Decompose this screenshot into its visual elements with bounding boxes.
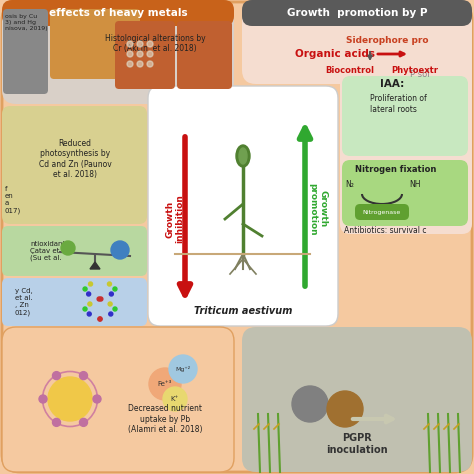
FancyBboxPatch shape [50, 9, 140, 79]
FancyBboxPatch shape [242, 0, 472, 26]
Circle shape [149, 368, 181, 400]
Circle shape [108, 302, 112, 306]
FancyBboxPatch shape [342, 76, 468, 156]
Text: Nitrogenase: Nitrogenase [363, 210, 401, 215]
Text: Mg⁺²: Mg⁺² [175, 366, 191, 372]
FancyBboxPatch shape [340, 34, 472, 234]
Circle shape [87, 312, 91, 316]
Text: Phytoextr: Phytoextr [392, 65, 438, 74]
Circle shape [163, 387, 187, 411]
FancyBboxPatch shape [242, 327, 472, 472]
FancyBboxPatch shape [2, 327, 234, 472]
Circle shape [137, 61, 143, 67]
Circle shape [169, 355, 197, 383]
Text: Growth
promotion: Growth promotion [308, 182, 328, 235]
Circle shape [327, 391, 363, 427]
Text: ntioxidant
Çatav et
(Su et al.: ntioxidant Çatav et (Su et al. [30, 241, 65, 261]
Text: Growth
inhibition: Growth inhibition [165, 194, 185, 244]
Circle shape [137, 41, 143, 47]
Text: y Cd,
et al.
, Zn
012): y Cd, et al. , Zn 012) [15, 288, 33, 316]
Ellipse shape [236, 145, 250, 167]
Polygon shape [90, 262, 100, 269]
FancyBboxPatch shape [115, 21, 175, 89]
FancyBboxPatch shape [2, 106, 147, 224]
Text: Proliferation of
lateral roots: Proliferation of lateral roots [370, 94, 427, 114]
Circle shape [61, 241, 75, 255]
Circle shape [127, 51, 133, 57]
FancyBboxPatch shape [2, 226, 147, 276]
FancyBboxPatch shape [242, 2, 472, 84]
FancyBboxPatch shape [148, 86, 338, 326]
Circle shape [83, 307, 87, 311]
Circle shape [147, 61, 153, 67]
Circle shape [108, 282, 111, 286]
Ellipse shape [239, 148, 247, 164]
Circle shape [113, 307, 117, 311]
Text: Siderophore pro: Siderophore pro [346, 36, 428, 45]
Circle shape [137, 51, 143, 57]
Text: Growth  promotion by P: Growth promotion by P [287, 8, 427, 18]
Text: K⁺: K⁺ [171, 396, 179, 402]
Text: Histological alterations by
Cr (Akcin  et al. 2018): Histological alterations by Cr (Akcin et… [105, 34, 205, 54]
Text: Triticum aestivum: Triticum aestivum [194, 306, 292, 316]
Text: f
en
a
017): f en a 017) [5, 186, 21, 213]
Text: IAA:: IAA: [380, 79, 404, 89]
Circle shape [80, 372, 88, 380]
Circle shape [80, 419, 88, 427]
FancyBboxPatch shape [342, 160, 468, 226]
Circle shape [98, 317, 102, 321]
Text: Antibiotics: survival c: Antibiotics: survival c [344, 226, 427, 235]
Text: PGPR
inoculation: PGPR inoculation [326, 433, 388, 455]
Circle shape [109, 292, 113, 296]
Text: P sol: P sol [410, 70, 430, 79]
Text: osis by Cu
3) and Hg
nisova, 2019): osis by Cu 3) and Hg nisova, 2019) [5, 14, 47, 31]
Text: Decreased nutrient
uptake by Pb
(Alamri et al. 2018): Decreased nutrient uptake by Pb (Alamri … [128, 404, 202, 434]
Circle shape [39, 395, 47, 403]
Circle shape [98, 317, 102, 321]
FancyBboxPatch shape [2, 278, 147, 326]
FancyBboxPatch shape [177, 21, 232, 89]
Circle shape [127, 41, 133, 47]
Circle shape [53, 419, 61, 427]
Circle shape [147, 41, 153, 47]
FancyBboxPatch shape [355, 204, 409, 220]
Text: NH: NH [409, 180, 421, 189]
Circle shape [97, 297, 101, 301]
Circle shape [87, 292, 91, 296]
Circle shape [111, 241, 129, 259]
Circle shape [48, 377, 92, 421]
Circle shape [53, 372, 61, 380]
Text: Organic acids: Organic acids [295, 49, 375, 59]
Text: N₂: N₂ [346, 180, 355, 189]
FancyBboxPatch shape [2, 0, 234, 26]
Circle shape [127, 61, 133, 67]
Text: Nitrogen fixation: Nitrogen fixation [355, 164, 437, 173]
Circle shape [99, 297, 103, 301]
Circle shape [88, 302, 92, 306]
Text: Reduced
photosynthesis by
Cd and Zn (Paunov
et al. 2018): Reduced photosynthesis by Cd and Zn (Pau… [38, 139, 111, 179]
Circle shape [83, 287, 87, 291]
Circle shape [113, 287, 117, 291]
Circle shape [93, 395, 101, 403]
Text: effects of heavy metals: effects of heavy metals [49, 8, 187, 18]
Circle shape [89, 282, 92, 286]
FancyBboxPatch shape [2, 2, 234, 104]
Circle shape [147, 51, 153, 57]
FancyBboxPatch shape [3, 9, 48, 94]
Text: Biocontrol: Biocontrol [326, 65, 374, 74]
Circle shape [292, 386, 328, 422]
Circle shape [109, 312, 113, 316]
Text: Fe⁺³: Fe⁺³ [158, 381, 172, 387]
